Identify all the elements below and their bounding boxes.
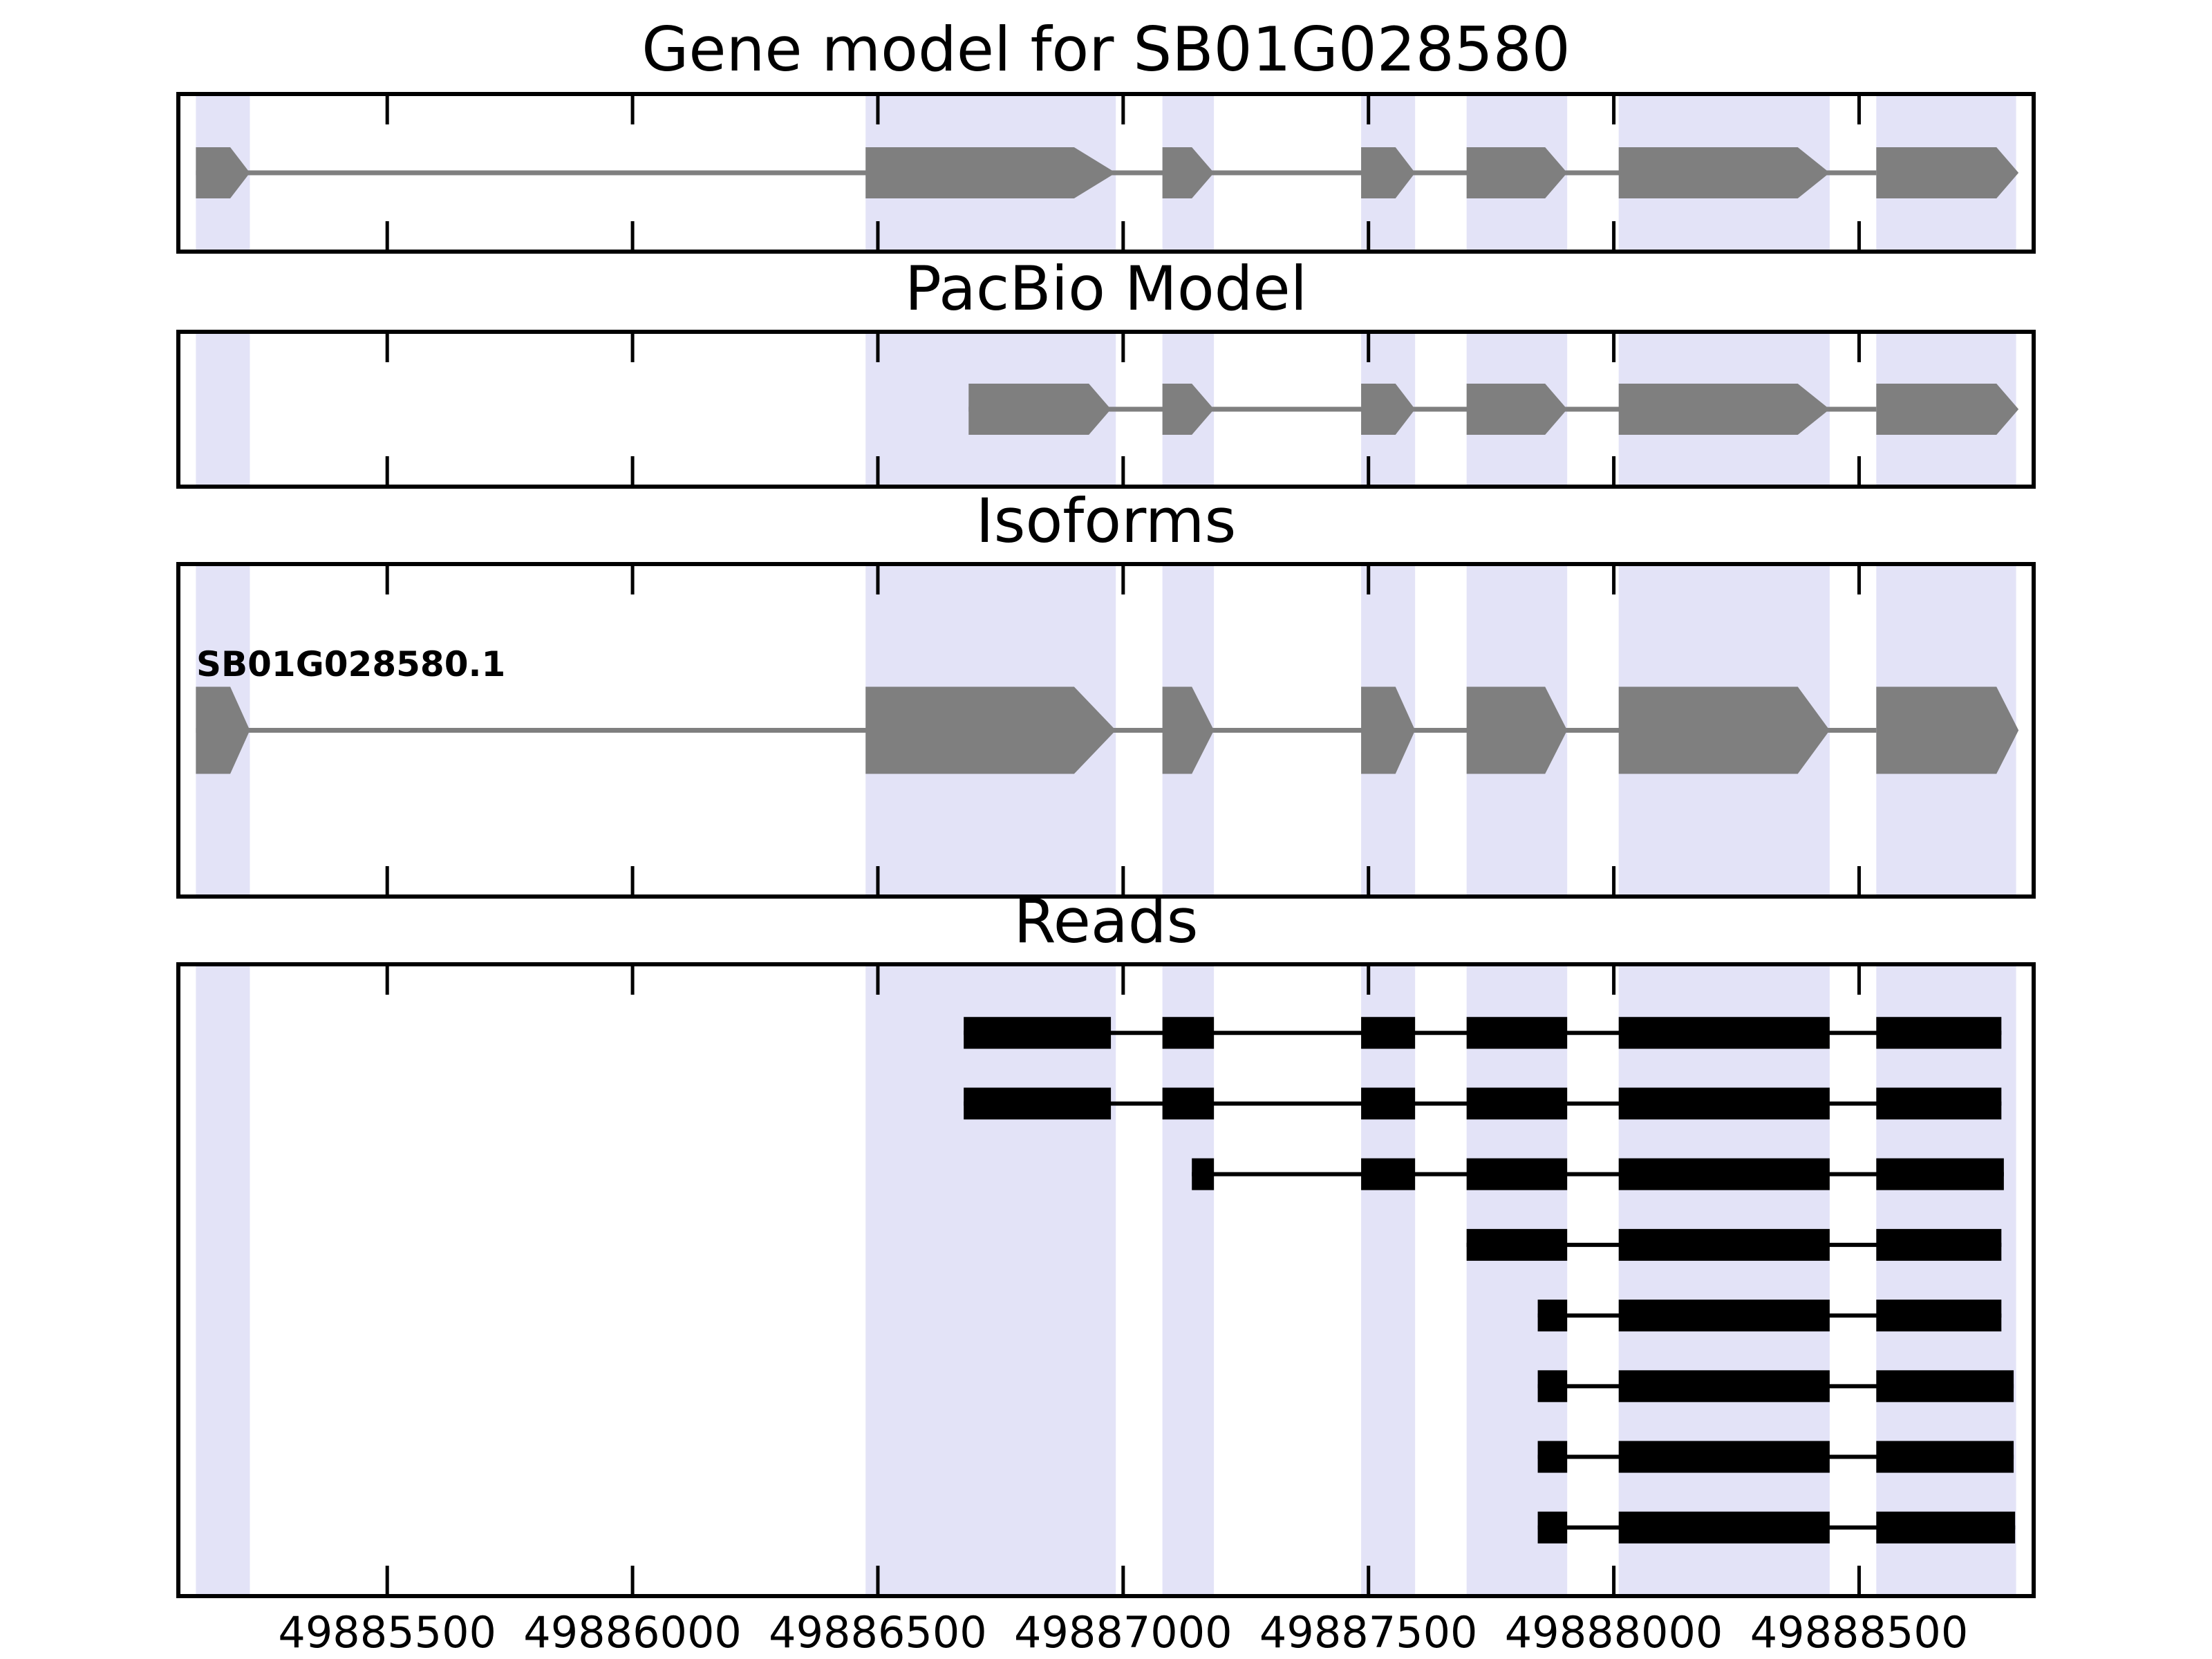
read-block (1876, 1228, 2002, 1261)
x-tick-label: 49886000 (523, 1607, 742, 1658)
highlight-band (1618, 962, 1830, 1598)
exon-shape (968, 384, 1112, 435)
read-block (1618, 1017, 1830, 1049)
highlight-band (196, 962, 250, 1598)
track-title-reads: Reads (1013, 885, 1199, 957)
read-block (1618, 1511, 1830, 1544)
exon-shape (1876, 384, 2019, 435)
panel-border (176, 92, 2036, 254)
read-block (1876, 1087, 2002, 1120)
panel-isoforms (176, 562, 2036, 899)
read-block (1361, 1158, 1416, 1190)
read-block (1162, 1017, 1215, 1049)
x-axis-tick-labels: 49885500 49886000 49886500 49887000 49887500… (0, 1608, 2212, 1659)
read-block (1618, 1370, 1830, 1403)
read-block (1876, 1158, 2004, 1190)
read-block (1192, 1158, 1215, 1190)
panel-border (176, 330, 2036, 489)
read-block (1466, 1228, 1568, 1261)
exon-shape (1466, 686, 1568, 774)
panel-reads (176, 962, 2036, 1598)
read-block (1361, 1017, 1416, 1049)
exon-shape (1618, 147, 1830, 198)
exon-shape (1876, 147, 2019, 198)
read-block (1537, 1370, 1568, 1403)
read-block (964, 1017, 1112, 1049)
read-block (1162, 1087, 1215, 1120)
track-title-isoforms: Isoforms (975, 485, 1237, 556)
exon-shape (196, 686, 250, 774)
panel-border (176, 962, 2036, 1598)
read-block (1876, 1370, 2014, 1403)
read-block (1618, 1300, 1830, 1332)
highlight-band (1876, 962, 2016, 1598)
read-block (1537, 1441, 1568, 1473)
gene-model-plot (176, 92, 2036, 254)
read-block (1876, 1441, 2014, 1473)
exon-shape (1466, 147, 1568, 198)
read-block (1466, 1158, 1568, 1190)
x-tick-label: 49888500 (1750, 1607, 1969, 1658)
isoform-label: SB01G028580.1 (196, 644, 506, 684)
highlight-band (1466, 962, 1568, 1598)
exon-shape (1162, 384, 1215, 435)
page-title: Gene model for SB01G028580 (641, 14, 1571, 85)
exon-shape (865, 147, 1116, 198)
exon-shape (1361, 384, 1416, 435)
read-block (1618, 1158, 1830, 1190)
track-title-pacbio-model: PacBio Model (904, 253, 1308, 324)
pacbio-model-plot (176, 330, 2036, 489)
exon-shape (1618, 686, 1830, 774)
reads-plot (176, 962, 2036, 1598)
x-tick-label: 49885500 (278, 1607, 496, 1658)
read-block (1466, 1087, 1568, 1120)
read-block (1537, 1511, 1568, 1544)
x-tick-label: 49887000 (1014, 1607, 1232, 1658)
read-block (1618, 1087, 1830, 1120)
read-block (1618, 1228, 1830, 1261)
highlight-band (865, 962, 1116, 1598)
panel-border (176, 562, 2036, 899)
read-block (1876, 1511, 2016, 1544)
read-block (1537, 1300, 1568, 1332)
read-block (1466, 1017, 1568, 1049)
exon-shape (1162, 147, 1215, 198)
read-block (964, 1087, 1112, 1120)
isoforms-plot (176, 562, 2036, 899)
read-block (1876, 1017, 2002, 1049)
exon-shape (1876, 686, 2019, 774)
exon-shape (1361, 686, 1416, 774)
x-tick-label: 49887500 (1259, 1607, 1478, 1658)
read-block (1876, 1300, 2002, 1332)
panel-pacbio-model (176, 330, 2036, 489)
exon-shape (1618, 384, 1830, 435)
highlight-band (196, 330, 250, 489)
x-tick-label: 49886500 (769, 1607, 987, 1658)
x-tick-label: 49888000 (1504, 1607, 1723, 1658)
exon-shape (865, 686, 1116, 774)
exon-shape (1162, 686, 1215, 774)
exon-shape (1466, 384, 1568, 435)
exon-shape (196, 147, 250, 198)
highlight-band (1361, 962, 1416, 1598)
read-block (1618, 1441, 1830, 1473)
panel-gene-model (176, 92, 2036, 254)
read-block (1361, 1087, 1416, 1120)
highlight-band (1162, 962, 1215, 1598)
exon-shape (1361, 147, 1416, 198)
